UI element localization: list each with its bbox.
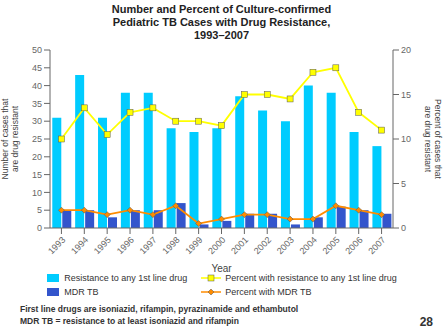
svg-text:2001: 2001 [229, 235, 250, 256]
svg-text:2005: 2005 [321, 235, 342, 256]
svg-text:Number of cases thatare drug r: Number of cases thatare drug resistant [8, 98, 20, 179]
svg-text:5: 5 [401, 179, 406, 189]
svg-text:1997: 1997 [138, 235, 159, 256]
svg-text:2003: 2003 [275, 235, 296, 256]
svg-text:1994: 1994 [69, 235, 90, 256]
svg-text:15: 15 [32, 170, 42, 180]
svg-text:1996: 1996 [115, 235, 136, 256]
svg-text:2000: 2000 [206, 235, 227, 256]
html-text:Number and Percent of Culture-: Number and Percent of Culture-confirmed … [111, 3, 332, 41]
svg-text:1993: 1993 [46, 235, 67, 256]
svg-text:2002: 2002 [252, 235, 273, 256]
svg-text:Year: Year [211, 263, 232, 272]
svg-text:20: 20 [32, 152, 42, 162]
svg-text:1999: 1999 [183, 235, 204, 256]
svg-text:10: 10 [401, 134, 411, 144]
svg-text:40: 40 [32, 81, 42, 91]
svg-text:10: 10 [32, 188, 42, 198]
svg-text:Percent of cases thatare drug: Percent of cases thatare drug resistant [423, 99, 435, 179]
html-text:Percent with resistance to any: Percent with resistance to any 1st line … [225, 273, 397, 283]
svg-text:1998: 1998 [160, 235, 181, 256]
svg-text:2007: 2007 [366, 235, 387, 256]
html-text:MDR TB = resistance to at leas: MDR TB = resistance to at least isoniazi… [20, 316, 239, 326]
svg-text:0: 0 [401, 223, 406, 233]
html-text:28: 28 [419, 315, 433, 329]
html-text:MDR TB: MDR TB [64, 287, 99, 297]
svg-text:30: 30 [32, 116, 42, 126]
html-text:Resistance to any 1st line dru: Resistance to any 1st line drug [64, 273, 188, 283]
svg-text:45: 45 [32, 63, 42, 73]
svg-text:2006: 2006 [343, 235, 364, 256]
svg-text:0: 0 [37, 223, 42, 233]
html-text:Percent with MDR TB: Percent with MDR TB [225, 287, 312, 297]
svg-text:1995: 1995 [92, 235, 113, 256]
svg-text:20: 20 [401, 45, 411, 55]
svg-text:35: 35 [32, 99, 42, 109]
svg-text:2004: 2004 [298, 235, 319, 256]
svg-text:5: 5 [37, 205, 42, 215]
svg-text:50: 50 [32, 45, 42, 55]
svg-text:25: 25 [32, 134, 42, 144]
svg-text:15: 15 [401, 90, 411, 100]
html-text:First line drugs are isoniazid: First line drugs are isoniazid, rifampin… [20, 304, 299, 314]
